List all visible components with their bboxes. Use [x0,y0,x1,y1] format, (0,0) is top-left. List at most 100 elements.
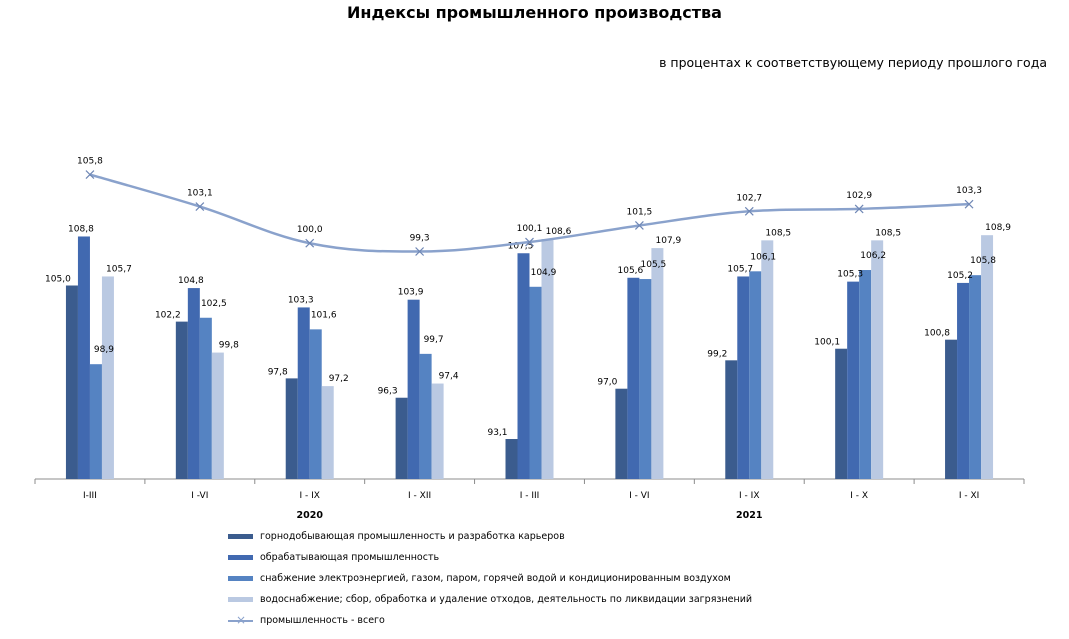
bar-value-label: 101,6 [311,310,337,320]
line-point-marker [854,204,864,214]
bar [957,282,970,479]
bar [517,253,530,479]
bar [749,271,762,479]
legend-label-manufacturing: обрабатывающая промышленность [260,552,440,563]
legend-item-manufacturing: обрабатывающая промышленность [228,547,752,568]
bar-value-label: 106,2 [860,251,886,261]
year-label: 2020 [296,510,323,521]
line-point-marker [964,199,974,209]
bar-value-label: 105,2 [947,271,973,281]
bar [737,276,750,479]
bar-value-label: 105,6 [618,266,644,276]
bar-value-label: 108,9 [985,223,1011,233]
bar [309,329,322,479]
line-value-label: 100,1 [517,224,543,234]
bar [199,317,212,479]
bar-value-label: 103,9 [398,288,424,298]
legend-swatch-mining [228,534,253,539]
bar [211,352,224,479]
bar [725,360,738,479]
line-value-label: 103,3 [956,186,982,196]
bar-value-label: 97,8 [268,367,288,377]
bar [847,281,860,479]
legend-line-total: × [228,613,253,627]
bar [969,275,982,479]
bar-value-label: 102,5 [201,299,227,309]
bar [395,397,408,479]
bar-value-label: 107,9 [656,236,682,246]
legend-swatch-manufacturing [228,555,253,560]
x-tick-label: I - XI [959,491,979,501]
x-tick-label: I - III [520,491,540,501]
bar-value-label: 108,5 [765,228,791,238]
line-point-marker [744,206,754,216]
line-value-label: 99,3 [410,234,430,244]
bar [615,388,628,479]
bar-value-label: 97,4 [439,372,459,382]
bar [89,364,102,479]
legend-item-mining: горнодобывающая промышленность и разрабо… [228,526,752,547]
bar-value-label: 108,8 [68,224,94,234]
bar [77,236,90,479]
bar-value-label: 99,8 [219,341,239,351]
line-point-marker [85,170,95,180]
bar [639,279,652,479]
bar-value-label: 96,3 [378,387,398,397]
bar-value-label: 99,2 [707,349,727,359]
bar-value-label: 104,8 [178,276,204,286]
bar [297,307,310,479]
bar-value-label: 103,3 [288,295,314,305]
bar [945,339,958,479]
bar [761,240,774,479]
legend-label-total: промышленность - всего [260,615,385,626]
line-value-label: 101,5 [627,207,653,217]
line-value-label: 105,8 [77,157,103,167]
x-tick-label: I - XII [408,491,431,501]
bar [981,235,994,479]
bar-value-label: 102,2 [155,311,181,321]
bar [175,321,188,479]
line-value-label: 100,0 [297,225,323,235]
bar-value-label: 100,1 [814,338,840,348]
legend-label-mining: горнодобывающая промышленность и разрабо… [260,531,565,542]
legend-label-energy: снабжение электроэнергией, газом, паром,… [260,573,731,584]
x-tick-label: I - X [850,491,868,501]
bar [285,378,298,479]
bar-value-label: 97,2 [329,374,349,384]
bar [627,277,640,479]
line-value-label: 103,1 [187,189,213,199]
bar-value-label: 106,1 [750,252,776,262]
bar-value-label: 104,9 [531,268,557,278]
bar [505,439,518,479]
legend-item-energy: снабжение электроэнергией, газом, паром,… [228,568,752,589]
x-marker-icon: × [236,613,247,627]
legend-swatch-water [228,597,253,602]
line-point-marker [305,238,315,248]
x-tick-label: I - VI [629,491,649,501]
legend-item-total: × промышленность - всего [228,610,752,631]
line-point-marker [634,221,644,230]
bar-value-label: 108,5 [875,228,901,238]
legend-swatch-energy [228,576,253,581]
bar-value-label: 93,1 [487,428,507,438]
bar-value-label: 99,7 [424,335,444,345]
chart-title: Индексы промышленного производства [347,3,722,22]
x-tick-label: I - IX [739,491,759,501]
bar [419,353,432,479]
bar [859,270,872,479]
bar [835,348,848,479]
bar [321,386,334,479]
bar-value-label: 105,8 [970,256,996,266]
line-point-marker [195,202,205,211]
bar-value-label: 97,0 [597,378,617,388]
bar-value-label: 98,9 [94,345,114,355]
bar-value-label: 107,5 [508,241,534,251]
line-point-marker [415,247,425,256]
bar-value-label: 105,7 [106,264,132,274]
bar [529,286,542,479]
x-tick-label: I - IX [299,491,319,501]
bar [407,299,420,479]
bar-value-label: 105,0 [45,275,71,285]
bar [651,248,664,479]
